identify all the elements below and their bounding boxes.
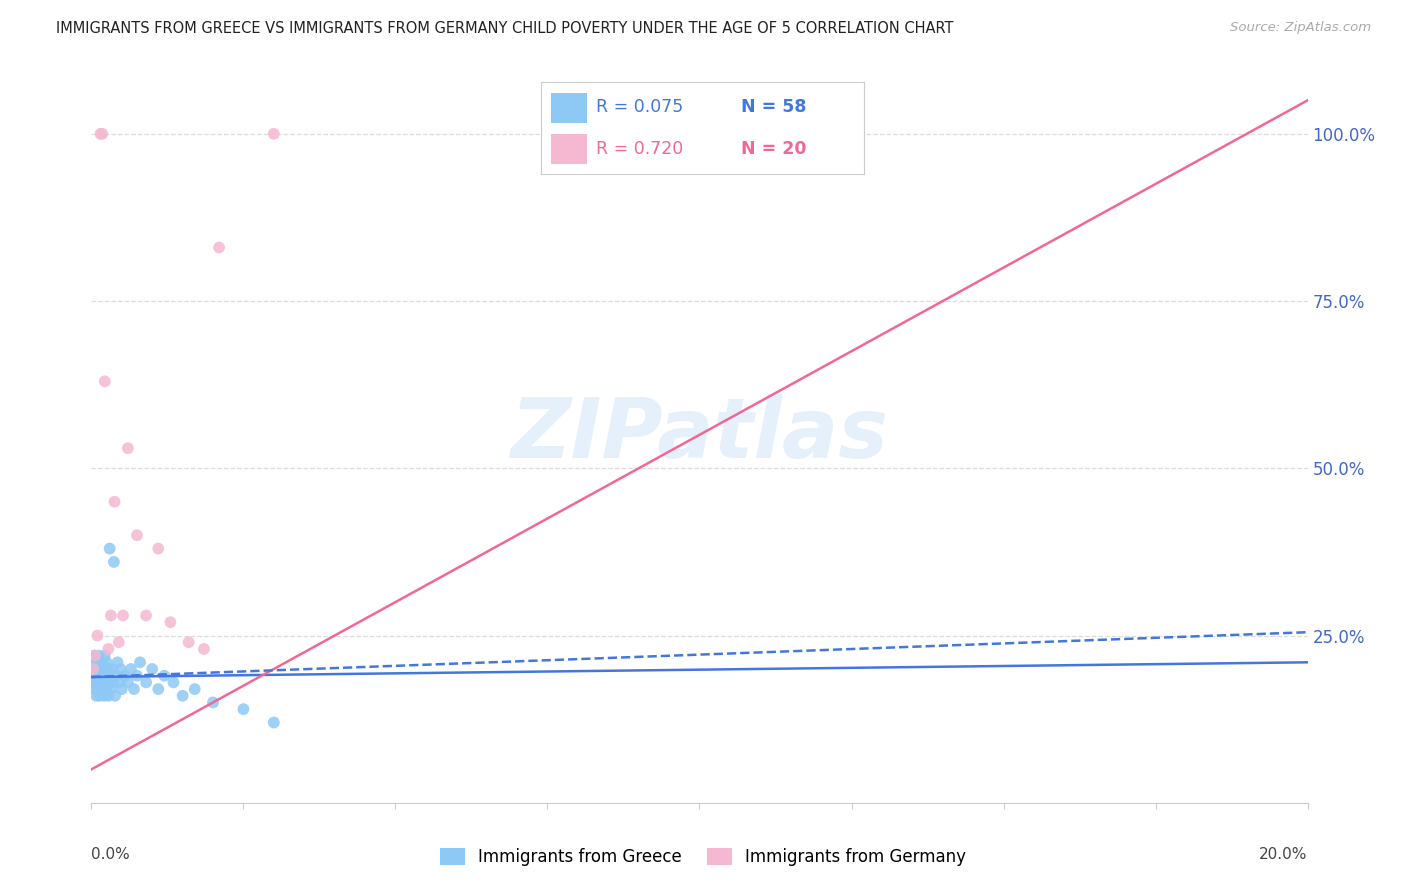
Point (98, 541, 121, 556)
Point (84, 681, 107, 696)
Point (103, 495, 125, 509)
Point (82, 655, 104, 669)
Point (86, 681, 108, 696)
Text: 20.0%: 20.0% (1260, 847, 1308, 862)
Point (100, 681, 122, 696)
Point (87, 669, 110, 683)
Text: N = 20: N = 20 (741, 140, 807, 158)
Point (125, 528, 148, 542)
Text: R = 0.075: R = 0.075 (596, 98, 683, 116)
Point (94, 648, 117, 663)
Point (89, 675, 111, 690)
Point (159, 615, 181, 630)
Point (103, 555, 125, 569)
Point (97, 642, 120, 657)
Point (104, 689, 127, 703)
Point (94, 669, 117, 683)
Point (232, 702, 254, 716)
Point (263, 715, 285, 730)
Point (94, 681, 117, 696)
Point (111, 681, 134, 696)
Point (148, 541, 170, 556)
Point (153, 669, 176, 683)
Point (202, 696, 225, 710)
Point (83, 662, 105, 676)
Point (107, 655, 129, 669)
Point (83, 648, 105, 663)
Point (101, 675, 124, 690)
Point (90, 669, 112, 683)
Point (177, 635, 200, 649)
Text: IMMIGRANTS FROM GREECE VS IMMIGRANTS FROM GERMANY CHILD POVERTY UNDER THE AGE OF: IMMIGRANTS FROM GREECE VS IMMIGRANTS FRO… (56, 21, 953, 37)
Point (84, 669, 107, 683)
Point (84, 648, 107, 663)
Point (84, 689, 107, 703)
Point (94, 375, 117, 389)
Point (172, 689, 194, 703)
Point (84, 655, 107, 669)
Point (86, 662, 108, 676)
FancyBboxPatch shape (551, 134, 586, 164)
Point (93, 689, 115, 703)
Point (82, 669, 104, 683)
FancyBboxPatch shape (551, 93, 586, 123)
Point (97, 689, 120, 703)
Point (148, 681, 170, 696)
Point (263, 127, 285, 141)
Text: ZIPatlas: ZIPatlas (510, 394, 889, 475)
Point (114, 669, 136, 683)
Point (101, 662, 124, 676)
Point (98, 669, 121, 683)
Point (117, 675, 139, 690)
Point (82, 662, 104, 676)
Legend: Immigrants from Greece, Immigrants from Germany: Immigrants from Greece, Immigrants from … (433, 841, 973, 873)
Point (110, 662, 132, 676)
Point (135, 675, 157, 690)
Point (91, 675, 114, 690)
Text: N = 58: N = 58 (741, 98, 807, 116)
Point (184, 681, 207, 696)
Point (122, 681, 145, 696)
Point (89, 662, 111, 676)
Point (107, 635, 129, 649)
Point (96, 655, 118, 669)
Point (87, 648, 110, 663)
Point (86, 675, 108, 690)
Point (83, 675, 105, 690)
Point (86, 629, 108, 643)
Point (107, 675, 129, 690)
Point (135, 608, 157, 623)
Point (111, 608, 134, 623)
Point (89, 127, 111, 141)
Point (90, 681, 112, 696)
Point (125, 669, 148, 683)
Point (141, 662, 163, 676)
Point (91, 127, 114, 141)
Text: Source: ZipAtlas.com: Source: ZipAtlas.com (1230, 21, 1371, 35)
Point (96, 675, 118, 690)
Point (105, 669, 128, 683)
Point (93, 662, 115, 676)
Point (91, 655, 114, 669)
Point (89, 689, 111, 703)
Point (162, 675, 184, 690)
Point (117, 442, 139, 456)
Point (208, 241, 231, 255)
Point (100, 608, 122, 623)
Point (193, 642, 215, 657)
Text: R = 0.720: R = 0.720 (596, 140, 683, 158)
Point (120, 662, 142, 676)
Point (129, 655, 152, 669)
Point (97, 662, 120, 676)
Text: 0.0%: 0.0% (91, 847, 131, 862)
